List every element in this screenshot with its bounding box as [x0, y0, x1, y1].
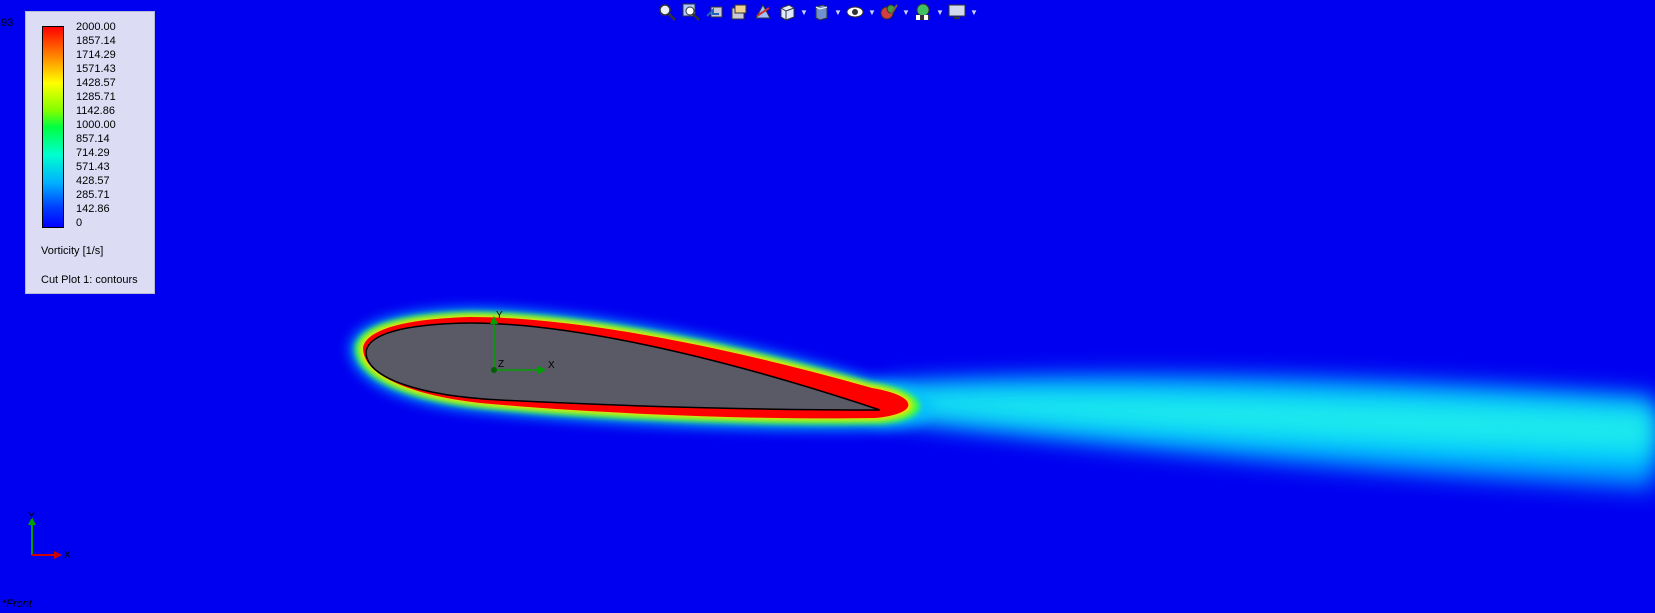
view-name-label: *Front [2, 598, 32, 610]
legend-tick: 1428.57 [76, 77, 116, 89]
legend-quantity-label: Vorticity [1/s] [41, 245, 104, 257]
edit-appearance-button[interactable] [878, 1, 900, 23]
hide-show-items-icon [846, 6, 864, 18]
section-view-icon [731, 4, 747, 20]
triad-y-label: Y [28, 511, 35, 522]
view-orientation-icon [780, 4, 795, 21]
reference-triad: Y X [28, 511, 71, 561]
legend-tick: 142.86 [76, 203, 110, 215]
previous-view-icon [706, 6, 723, 18]
legend-tick: 2000.00 [76, 21, 116, 33]
model-axis-x-label: X [548, 360, 555, 371]
section-view-button[interactable] [728, 1, 750, 23]
legend-tick: 1285.71 [76, 91, 116, 103]
corner-number: 93 [1, 17, 14, 29]
display-style-dropdown[interactable]: ▼ [834, 7, 842, 17]
legend-plot-name: Cut Plot 1: contours [41, 274, 138, 286]
edit-appearance-icon [880, 4, 898, 20]
hide-show-items-dropdown[interactable]: ▼ [868, 7, 876, 17]
legend-tick: 1142.86 [76, 105, 115, 117]
legend-tick: 857.14 [76, 133, 110, 145]
legend-tick: 714.29 [76, 147, 110, 159]
apply-scene-dropdown[interactable]: ▼ [936, 7, 944, 17]
previous-view-button[interactable] [704, 1, 726, 23]
display-style-icon [815, 4, 828, 21]
zoom-to-area-icon [682, 3, 700, 21]
model-axis-y-label: Y [496, 310, 503, 321]
display-style-button[interactable] [810, 1, 832, 23]
view-settings-dropdown[interactable]: ▼ [970, 7, 978, 17]
legend-tick: 571.43 [76, 161, 110, 173]
apply-scene-icon [916, 3, 930, 20]
vorticity-legend[interactable]: 2000.00 1857.14 1714.29 1571.43 1428.57 … [25, 11, 155, 294]
wake-core [880, 394, 1655, 450]
apply-scene-button[interactable] [912, 1, 934, 23]
edit-appearance-dropdown[interactable]: ▼ [902, 7, 910, 17]
model-coordinate-axes: Y X Z [490, 310, 555, 374]
legend-color-bar [42, 26, 64, 228]
model-axis-z-label: Z [498, 359, 504, 370]
view-orientation-dropdown[interactable]: ▼ [800, 7, 808, 17]
heads-up-view-toolbar: ▼ ▼ ▼ ▼ ▼ ▼ [656, 0, 978, 24]
zoom-to-area-button[interactable] [680, 1, 702, 23]
legend-tick: 1714.29 [76, 49, 116, 61]
legend-tick: 1000.00 [76, 119, 116, 131]
dynamic-annotation-button[interactable] [752, 1, 774, 23]
legend-tick: 1857.14 [76, 35, 116, 47]
legend-tick: 1571.43 [76, 63, 116, 75]
legend-tick: 428.57 [76, 175, 110, 187]
triad-x-label: X [64, 550, 71, 561]
view-settings-button[interactable] [946, 1, 968, 23]
view-settings-icon [948, 4, 966, 19]
dynamic-annotation-icon [755, 3, 771, 19]
legend-tick: 285.71 [76, 189, 110, 201]
zoom-to-fit-button[interactable] [656, 1, 678, 23]
legend-tick: 0 [76, 217, 83, 229]
view-orientation-button[interactable] [776, 1, 798, 23]
hide-show-items-button[interactable] [844, 1, 866, 23]
zoom-to-fit-icon [659, 4, 676, 21]
